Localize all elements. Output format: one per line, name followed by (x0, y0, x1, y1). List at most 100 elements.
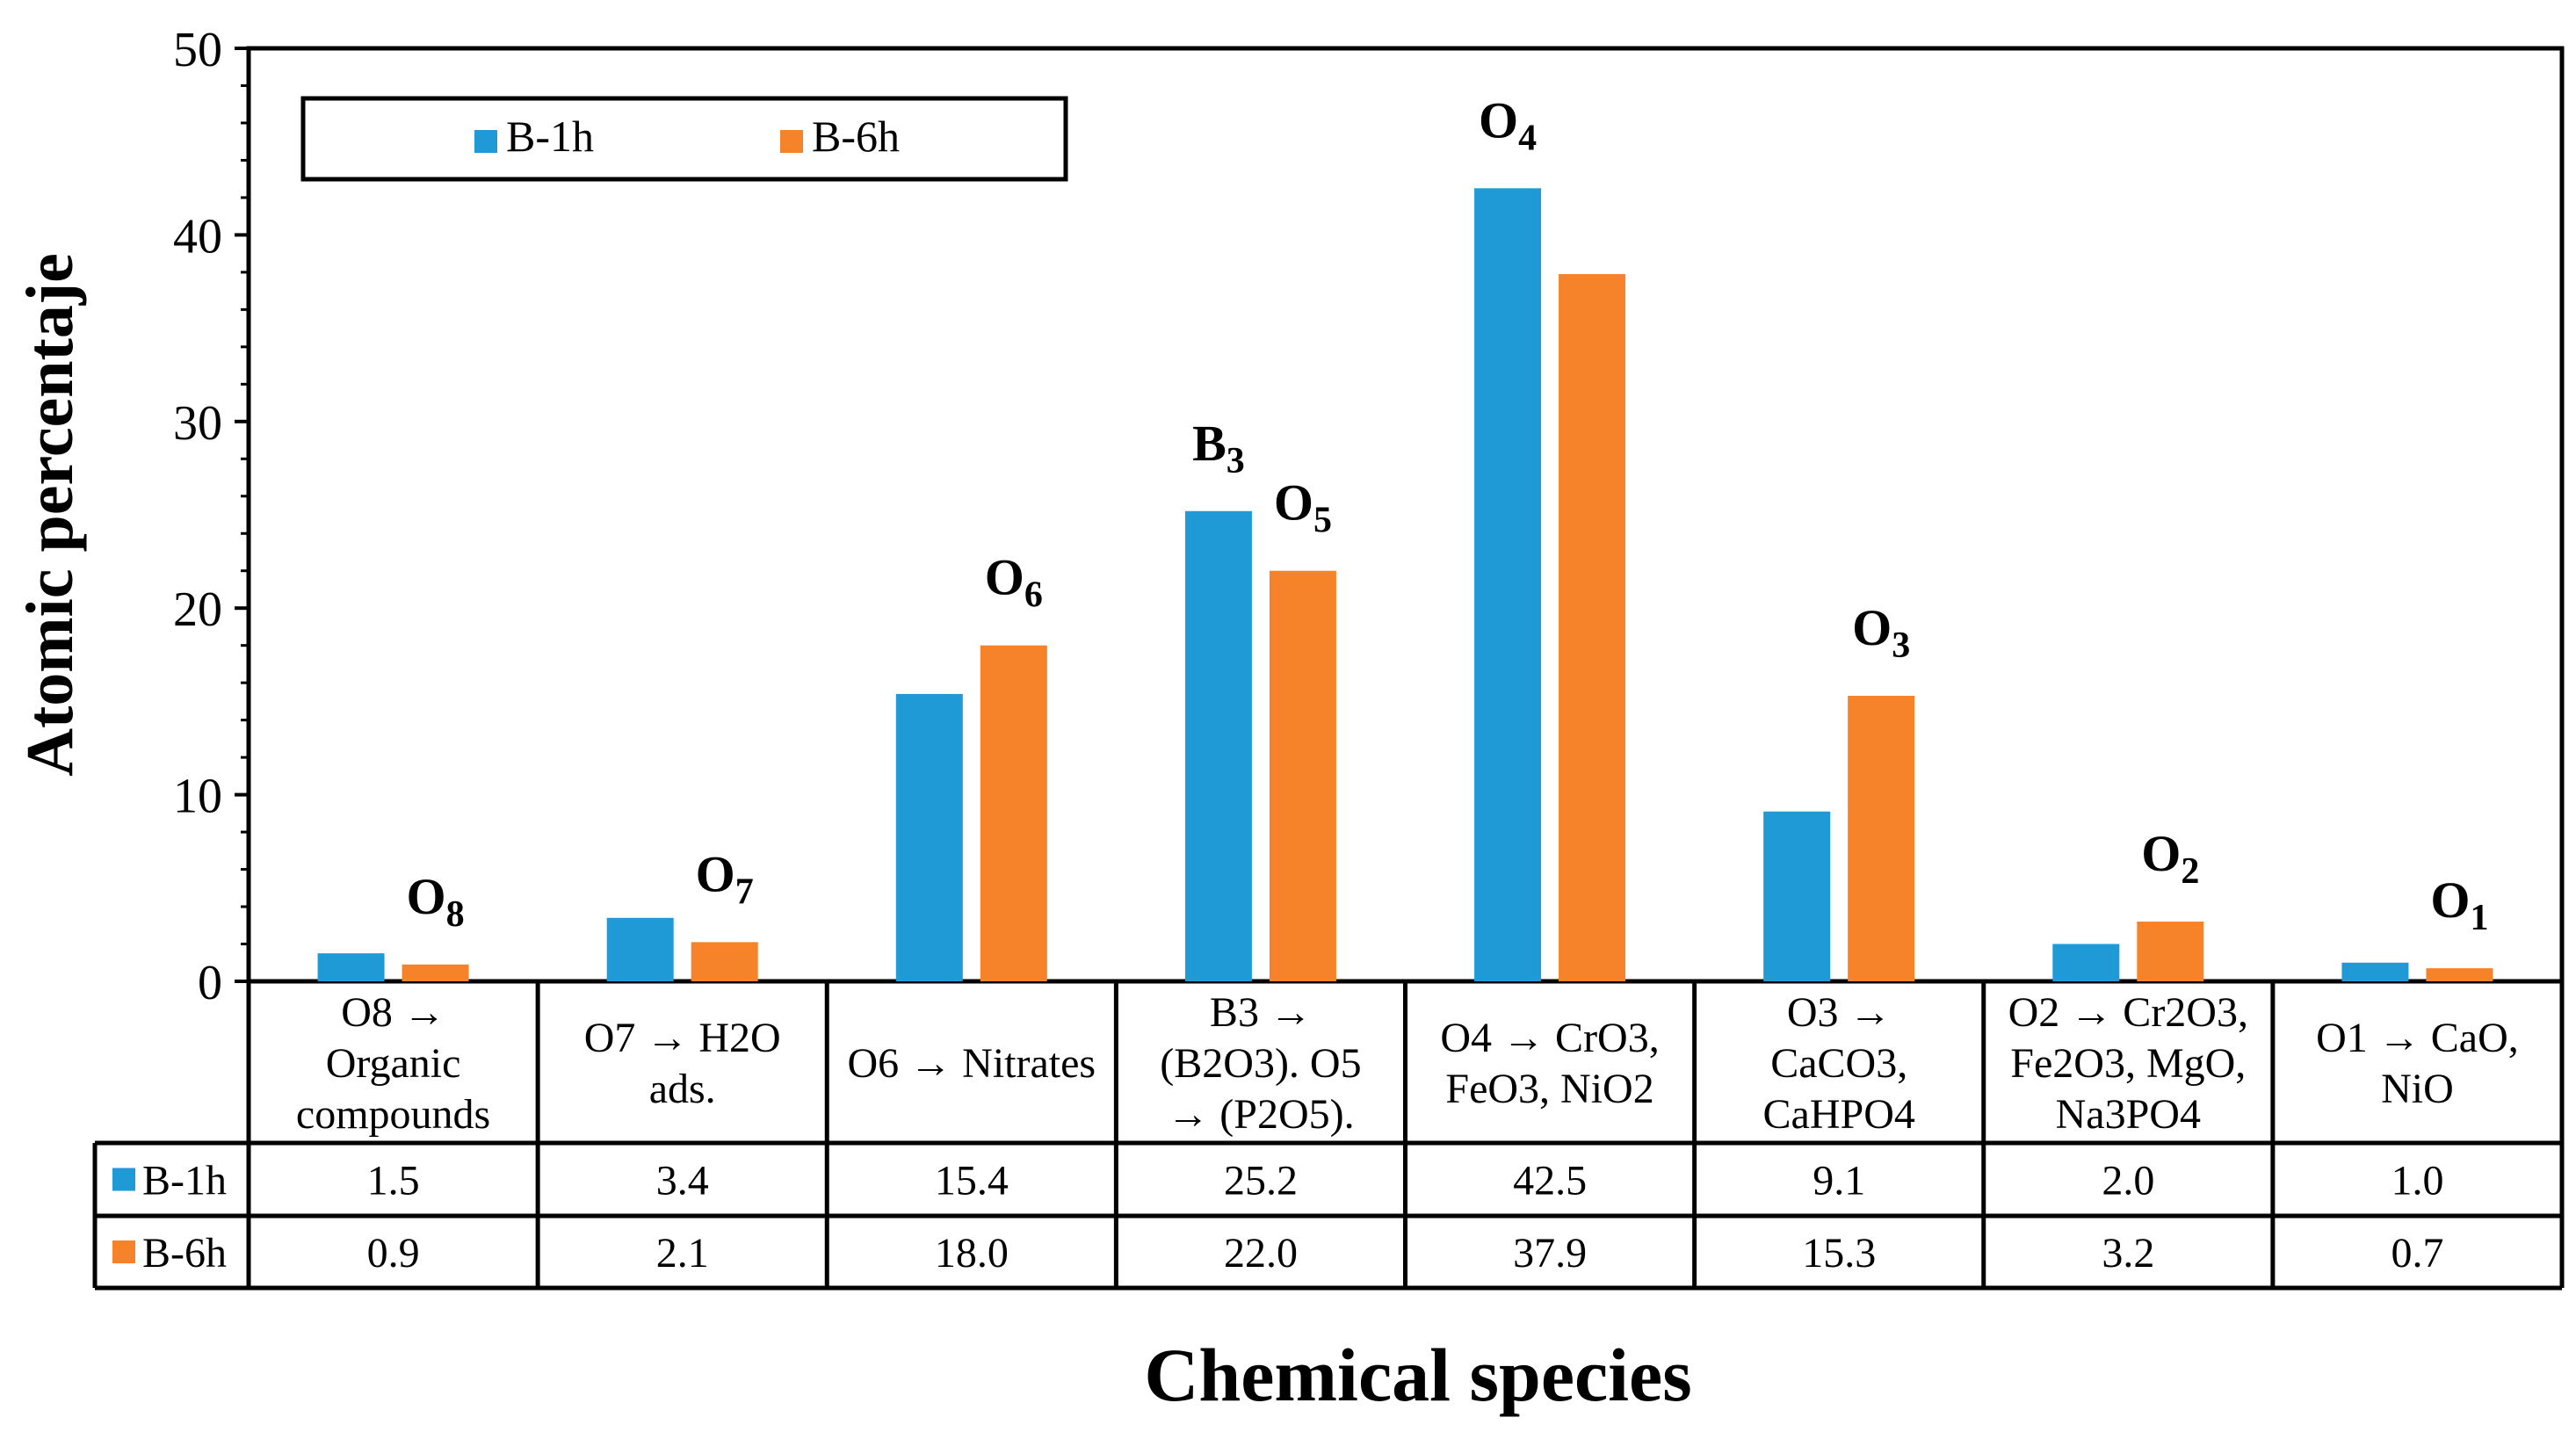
category-label-line: Fe2O3, MgO, (2010, 1040, 2246, 1087)
species-annotation-base: O (2430, 871, 2470, 929)
bar-b1h-8 (2341, 962, 2409, 981)
table-value: 22.0 (1224, 1230, 1298, 1277)
category-label: O1 → CaO, NiO (2316, 1015, 2519, 1112)
species-annotation-subscript: 8 (446, 894, 465, 935)
category-label-line: CaCO3, (1770, 1040, 1907, 1087)
category-label-line: Na3PO4 (2056, 1091, 2201, 1138)
legend-box (300, 96, 1068, 182)
y-tick-label: 0 (198, 956, 222, 1010)
table-value: 15.3 (1802, 1230, 1876, 1277)
species-annotation-base: O (1479, 91, 1518, 148)
table-value: 37.9 (1513, 1230, 1587, 1277)
bar-b6h-7 (2137, 922, 2204, 981)
bar-b6h-2 (691, 942, 758, 981)
species-annotation: O7 (696, 845, 754, 912)
table-legend-swatch-b1h (112, 1168, 135, 1191)
y-tick-label: 10 (173, 770, 222, 824)
species-annotation-subscript: 2 (2181, 851, 2199, 892)
species-annotation: O3 (1852, 599, 1910, 666)
bar-b6h-1 (402, 964, 469, 981)
table-value: 9.1 (1813, 1158, 1865, 1204)
category-label-line: O3 → (1787, 989, 1892, 1036)
table-legend-swatch-b6h (112, 1240, 135, 1263)
category-label: O3 → CaCO3, CaHPO4 (1763, 989, 1915, 1138)
category-label-line: O6 → Nitrates (848, 1040, 1096, 1087)
bar-b1h-4 (1184, 510, 1252, 981)
table-value: 2.0 (2102, 1158, 2154, 1204)
species-annotation: O6 (985, 549, 1043, 616)
category-label-line: B3 → (1210, 989, 1312, 1036)
species-annotation-base: O (407, 868, 446, 925)
bar-b1h-5 (1474, 188, 1542, 982)
legend-label: B-6h (812, 112, 900, 161)
category-label-line: O2 → Cr2O3, (2008, 989, 2248, 1036)
bar-b6h-5 (1559, 274, 1626, 981)
bar-b1h-7 (2052, 944, 2120, 981)
category-label-line: (B2O3). O5 (1160, 1040, 1361, 1087)
y-axis-label: Atomic percentaje (13, 253, 87, 777)
category-label: O2 → Cr2O3, Fe2O3, MgO, Na3PO4 (2008, 989, 2248, 1138)
species-annotation-subscript: 1 (2471, 898, 2489, 938)
species-annotation: O2 (2141, 825, 2199, 892)
species-annotation: O1 (2430, 871, 2488, 938)
table-value: 42.5 (1513, 1158, 1587, 1204)
category-label-line: compounds (296, 1091, 490, 1138)
species-annotation-base: O (696, 845, 735, 902)
y-tick-label: 30 (173, 396, 222, 451)
species-annotation-subscript: 7 (735, 871, 754, 912)
y-tick-label: 40 (173, 209, 222, 264)
table-value: 3.2 (2102, 1230, 2154, 1277)
bar-b6h-6 (1848, 696, 1915, 981)
table-value: 18.0 (935, 1230, 1009, 1277)
species-annotation-base: O (1274, 474, 1313, 532)
category-label: B3 → (B2O3). O5 → (P2O5). (1160, 989, 1361, 1138)
table-value: 3.4 (656, 1158, 709, 1204)
table-value: 15.4 (935, 1158, 1009, 1204)
species-annotation-base: B (1192, 415, 1226, 472)
bar-b6h-3 (980, 645, 1047, 981)
category-label-line: Organic (326, 1040, 461, 1087)
species-annotation-subscript: 3 (1892, 626, 1910, 666)
species-annotation: O5 (1274, 474, 1332, 541)
category-label-line: FeO3, NiO2 (1445, 1066, 1653, 1112)
y-tick-label: 50 (173, 23, 222, 77)
table-value: 0.7 (2391, 1230, 2443, 1277)
bar-b1h-3 (895, 693, 963, 981)
category-label: O7 → H2O ads. (584, 1015, 781, 1112)
bar-b1h-1 (317, 953, 385, 981)
species-annotation-subscript: 4 (1518, 118, 1537, 158)
bar-b1h-2 (606, 917, 674, 981)
species-annotation-subscript: 3 (1226, 441, 1245, 481)
species-annotation-base: O (985, 549, 1024, 606)
species-annotation: B3 (1192, 415, 1245, 481)
category-label-line: O8 → (341, 989, 445, 1036)
species-annotation: O8 (407, 868, 465, 935)
x-axis-label: Chemical species (1144, 1333, 1691, 1417)
category-label-line: O4 → CrO3, (1440, 1015, 1659, 1061)
species-annotation-base: O (1852, 599, 1892, 656)
category-label-line: ads. (649, 1066, 716, 1112)
species-annotation-base: O (2141, 825, 2181, 882)
legend-swatch-b1h (474, 130, 497, 153)
legend-swatch-b6h (780, 130, 803, 153)
species-annotation-subscript: 5 (1313, 501, 1332, 541)
table-value: 1.5 (367, 1158, 420, 1204)
category-label: O8 → Organic compounds (296, 989, 490, 1138)
category-label-line: → (P2O5). (1167, 1091, 1354, 1138)
table-value: 25.2 (1224, 1158, 1298, 1204)
legend-label: B-1h (506, 112, 594, 161)
table-value: 0.9 (367, 1230, 420, 1277)
species-annotation: O4 (1479, 91, 1537, 158)
category-label-line: O1 → CaO, (2316, 1015, 2519, 1061)
plot-frame (246, 46, 2565, 984)
category-label: O6 → Nitrates (848, 1040, 1096, 1087)
category-label-line: O7 → H2O (584, 1015, 781, 1061)
table-series-name: B-6h (142, 1230, 227, 1277)
table-series-name: B-1h (142, 1158, 227, 1204)
category-label-line: NiO (2381, 1066, 2454, 1112)
category-label: O4 → CrO3, FeO3, NiO2 (1440, 1015, 1659, 1112)
table-value: 1.0 (2391, 1158, 2443, 1204)
bar-b1h-6 (1763, 811, 1831, 981)
table-value: 2.1 (656, 1230, 709, 1277)
